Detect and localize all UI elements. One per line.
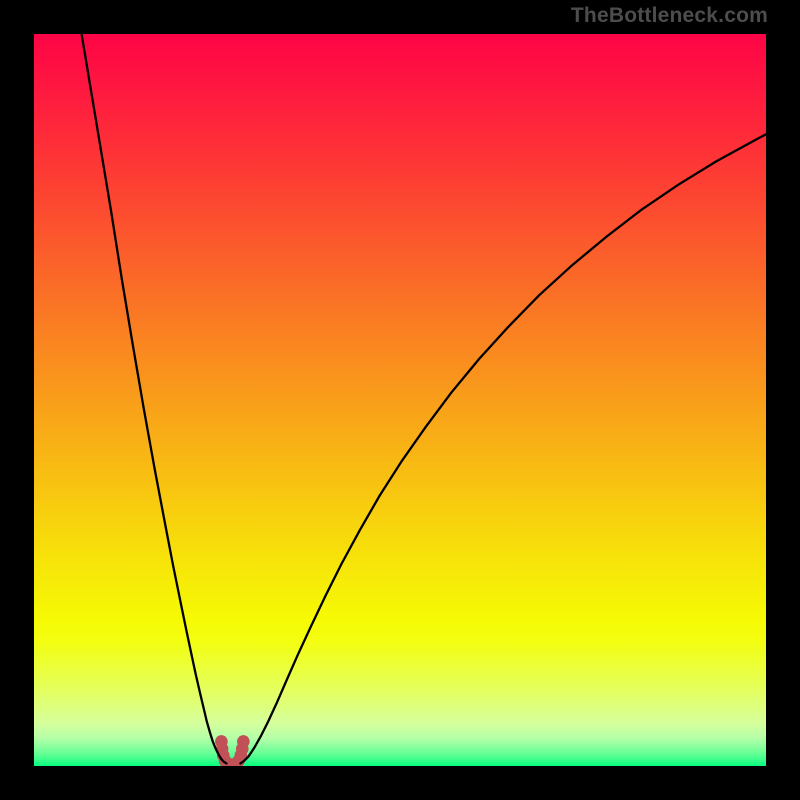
data-marker xyxy=(237,735,250,748)
plot-gradient-background xyxy=(34,34,766,766)
bottleneck-chart: TheBottleneck.com xyxy=(0,0,800,800)
chart-canvas xyxy=(0,0,800,800)
